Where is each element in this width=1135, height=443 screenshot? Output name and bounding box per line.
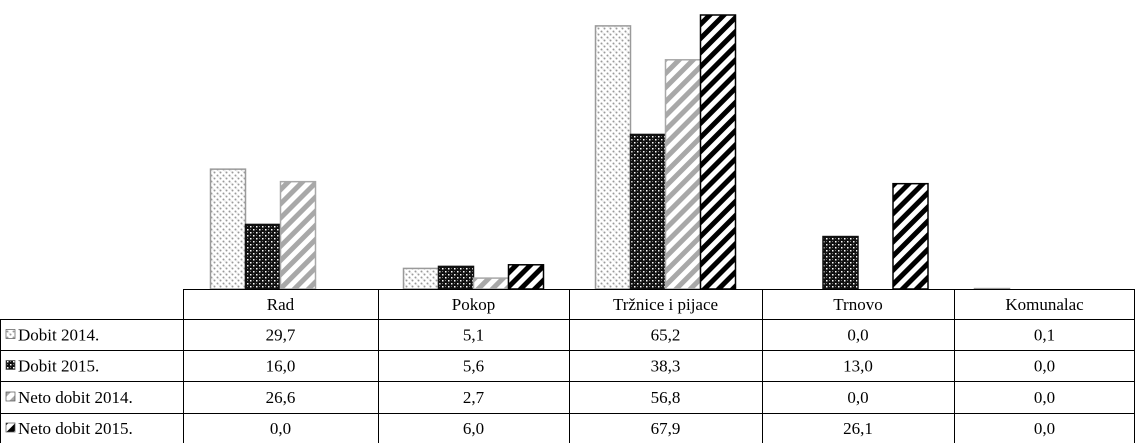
- data-label: 5,6: [463, 357, 484, 376]
- data-label: 0,0: [1034, 357, 1055, 376]
- data-label: 26,1: [843, 419, 873, 438]
- data-label: 65,2: [651, 326, 681, 345]
- bar-2-2: [437, 265, 475, 290]
- data-table: Rad Pokop Tržnice i pijace Trnovo Komunalac D…: [0, 289, 1135, 443]
- data-label: 0,0: [847, 388, 868, 407]
- data-label: 56,8: [651, 388, 681, 407]
- bar-3-3: [664, 59, 702, 290]
- category-label: Trnovo: [833, 295, 882, 314]
- bar-1-3: [594, 25, 632, 290]
- bar-3-2: [472, 277, 510, 290]
- data-label: 29,7: [266, 326, 296, 345]
- category-label: Rad: [267, 295, 295, 314]
- data-label: 5,1: [463, 326, 484, 345]
- bar-1-2: [402, 267, 440, 290]
- bar-4-3: [699, 14, 737, 290]
- bar-4-4: [892, 182, 929, 290]
- legend-label: Neto dobit 2014.: [18, 388, 133, 407]
- bar-2-1: [244, 223, 282, 290]
- data-label: 6,0: [463, 419, 484, 438]
- bar-4-2: [507, 264, 545, 290]
- legend-swatch: [5, 391, 16, 402]
- data-label: 16,0: [266, 357, 296, 376]
- data-label: 38,3: [651, 357, 681, 376]
- data-label: 13,0: [843, 357, 873, 376]
- data-label: 0,0: [847, 326, 868, 345]
- legend-label: Dobit 2014.: [18, 326, 99, 345]
- legend-swatch: [5, 329, 16, 339]
- data-label: 26,6: [266, 388, 296, 407]
- data-label: 0,0: [270, 419, 291, 438]
- legend-swatch: [5, 360, 16, 370]
- legend-label: Neto dobit 2015.: [18, 419, 133, 438]
- data-label: 0,1: [1034, 326, 1055, 345]
- category-label: Tržnice i pijace: [613, 295, 718, 314]
- bars-layer: [209, 14, 1011, 290]
- data-label: 2,7: [463, 388, 485, 407]
- category-label: Pokop: [452, 295, 495, 314]
- legend-swatch: [5, 422, 16, 433]
- bar-1-1: [209, 168, 247, 290]
- bar-2-3: [629, 133, 667, 290]
- legend-label: Dobit 2015.: [18, 357, 99, 376]
- data-label: 0,0: [1034, 419, 1055, 438]
- category-label: Komunalac: [1005, 295, 1084, 314]
- data-label: 0,0: [1034, 388, 1055, 407]
- bar-3-1: [279, 180, 317, 290]
- data-label: 67,9: [651, 419, 681, 438]
- bar-2-4: [822, 235, 859, 290]
